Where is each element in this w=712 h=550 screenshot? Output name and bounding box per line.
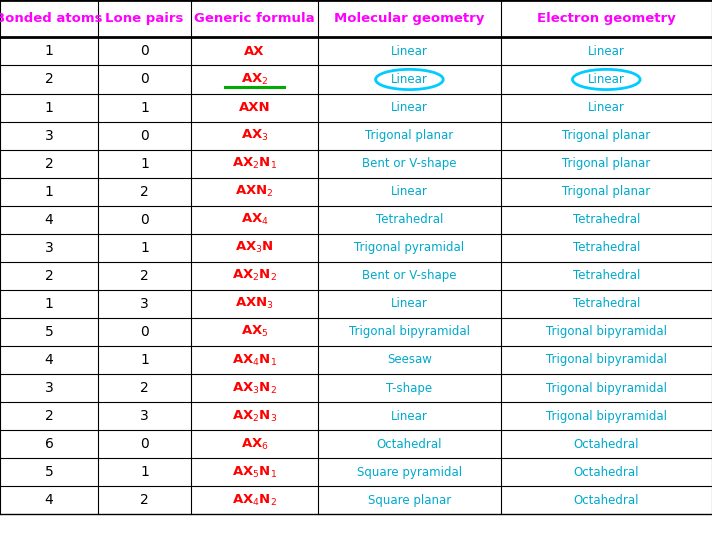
Text: 4: 4	[45, 213, 53, 227]
Text: 1: 1	[45, 297, 53, 311]
Text: 3: 3	[45, 129, 53, 142]
Text: AX$_5$N$_1$: AX$_5$N$_1$	[232, 465, 277, 480]
Text: Linear: Linear	[391, 101, 428, 114]
Text: AX$_5$: AX$_5$	[241, 324, 268, 339]
Text: Square pyramidal: Square pyramidal	[357, 466, 462, 478]
Text: Linear: Linear	[391, 185, 428, 198]
Text: 1: 1	[45, 45, 53, 58]
Text: Linear: Linear	[391, 410, 428, 422]
Text: AX$_3$N$_2$: AX$_3$N$_2$	[232, 381, 277, 395]
Text: T-shape: T-shape	[387, 382, 432, 394]
Text: AX: AX	[244, 45, 265, 58]
Text: 0: 0	[140, 73, 149, 86]
Text: Linear: Linear	[391, 45, 428, 58]
Text: Trigonal bipyramidal: Trigonal bipyramidal	[546, 410, 666, 422]
Text: 3: 3	[45, 381, 53, 395]
Text: AX$_2$N$_3$: AX$_2$N$_3$	[232, 409, 277, 424]
Text: AXN: AXN	[239, 101, 271, 114]
Text: Generic formula: Generic formula	[194, 12, 315, 25]
Text: 2: 2	[45, 157, 53, 170]
Text: Seesaw: Seesaw	[387, 354, 432, 366]
Text: 2: 2	[140, 493, 149, 507]
Text: Trigonal bipyramidal: Trigonal bipyramidal	[546, 326, 666, 338]
Text: Electron geometry: Electron geometry	[537, 12, 676, 25]
Text: Octahedral: Octahedral	[574, 438, 639, 450]
Text: 1: 1	[45, 101, 53, 114]
Text: 3: 3	[140, 409, 149, 423]
Text: Linear: Linear	[588, 73, 624, 86]
Text: AX$_6$: AX$_6$	[241, 437, 268, 452]
Text: 1: 1	[140, 241, 149, 255]
Text: AX$_3$: AX$_3$	[241, 128, 268, 143]
Text: 0: 0	[140, 213, 149, 227]
Text: AX$_2$N$_1$: AX$_2$N$_1$	[232, 156, 277, 171]
Text: 1: 1	[140, 157, 149, 170]
Text: Molecular geometry: Molecular geometry	[334, 12, 485, 25]
Text: AXN$_2$: AXN$_2$	[235, 184, 274, 199]
Text: Linear: Linear	[588, 101, 624, 114]
Text: Tetrahedral: Tetrahedral	[572, 298, 640, 310]
Text: Linear: Linear	[391, 73, 428, 86]
Text: 6: 6	[45, 437, 53, 451]
Text: 1: 1	[140, 101, 149, 114]
Text: 0: 0	[140, 45, 149, 58]
Text: 2: 2	[45, 73, 53, 86]
Text: Trigonal bipyramidal: Trigonal bipyramidal	[546, 354, 666, 366]
Text: Trigonal planar: Trigonal planar	[562, 129, 650, 142]
Text: 3: 3	[140, 297, 149, 311]
Text: Square planar: Square planar	[368, 494, 451, 507]
Text: 5: 5	[45, 325, 53, 339]
Text: Linear: Linear	[391, 298, 428, 310]
Text: 2: 2	[45, 269, 53, 283]
Text: 2: 2	[140, 185, 149, 199]
Text: Tetrahedral: Tetrahedral	[376, 213, 443, 226]
Text: Bonded atoms: Bonded atoms	[0, 12, 103, 25]
Text: 0: 0	[140, 325, 149, 339]
Text: 1: 1	[45, 185, 53, 199]
Text: Bent or V-shape: Bent or V-shape	[362, 157, 456, 170]
Text: Tetrahedral: Tetrahedral	[572, 270, 640, 282]
Text: Trigonal bipyramidal: Trigonal bipyramidal	[349, 326, 470, 338]
Text: Linear: Linear	[588, 45, 624, 58]
Text: 0: 0	[140, 129, 149, 142]
Text: 5: 5	[45, 465, 53, 479]
Text: Trigonal bipyramidal: Trigonal bipyramidal	[546, 382, 666, 394]
Text: 4: 4	[45, 493, 53, 507]
Text: Octahedral: Octahedral	[574, 466, 639, 478]
Text: 1: 1	[140, 353, 149, 367]
Text: 1: 1	[140, 465, 149, 479]
Text: Octahedral: Octahedral	[377, 438, 442, 450]
Text: Octahedral: Octahedral	[574, 494, 639, 507]
Text: 2: 2	[140, 269, 149, 283]
Text: 4: 4	[45, 353, 53, 367]
Text: 2: 2	[140, 381, 149, 395]
Text: 3: 3	[45, 241, 53, 255]
Text: AXN$_3$: AXN$_3$	[235, 296, 274, 311]
Text: AX$_3$N: AX$_3$N	[235, 240, 274, 255]
Text: Trigonal planar: Trigonal planar	[562, 157, 650, 170]
Text: AX$_4$N$_2$: AX$_4$N$_2$	[232, 493, 277, 508]
Text: Trigonal planar: Trigonal planar	[365, 129, 454, 142]
Text: Bent or V-shape: Bent or V-shape	[362, 270, 456, 282]
Text: 2: 2	[45, 409, 53, 423]
Text: Tetrahedral: Tetrahedral	[572, 241, 640, 254]
Text: 0: 0	[140, 437, 149, 451]
Text: Trigonal planar: Trigonal planar	[562, 185, 650, 198]
Text: AX$_2$N$_2$: AX$_2$N$_2$	[232, 268, 277, 283]
Text: Trigonal pyramidal: Trigonal pyramidal	[355, 241, 464, 254]
Text: Tetrahedral: Tetrahedral	[572, 213, 640, 226]
Text: AX$_4$: AX$_4$	[241, 212, 268, 227]
Text: Lone pairs: Lone pairs	[105, 12, 184, 25]
Text: AX$_2$: AX$_2$	[241, 72, 268, 87]
Text: AX$_4$N$_1$: AX$_4$N$_1$	[232, 353, 277, 367]
